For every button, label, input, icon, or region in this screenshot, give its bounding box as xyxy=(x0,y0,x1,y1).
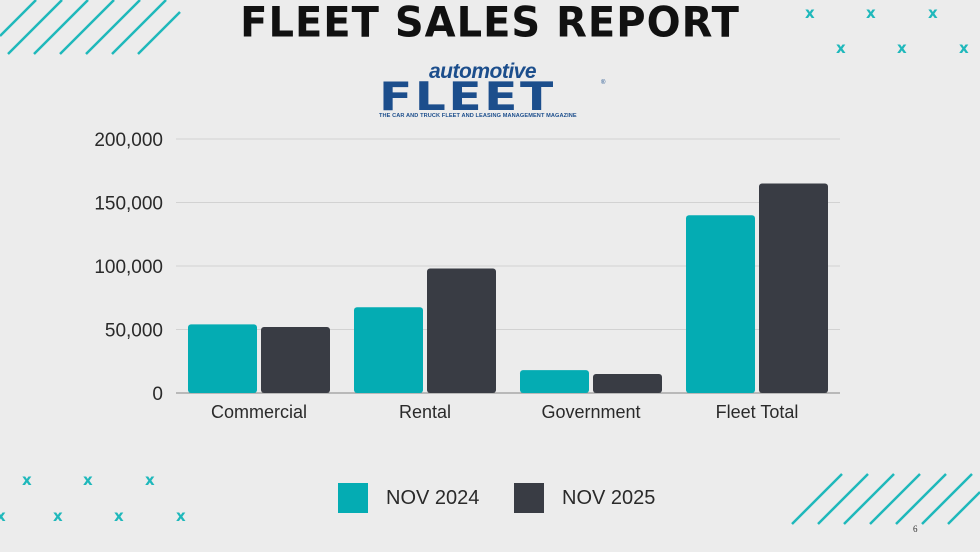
svg-text:x: x xyxy=(928,4,938,22)
x-marks-top-right-icon: x x x x x x xyxy=(805,4,969,57)
stripes-bottom-right-icon xyxy=(791,473,980,525)
y-tick-label: 50,000 xyxy=(105,321,163,342)
svg-text:x: x xyxy=(866,4,876,22)
logo-registered-mark: ® xyxy=(601,80,606,86)
bar xyxy=(427,268,496,393)
x-tick-label: Government xyxy=(541,402,640,422)
bar xyxy=(354,307,423,393)
bar xyxy=(188,324,257,393)
chart-legend: NOV 2024 NOV 2025 xyxy=(0,482,980,514)
svg-text:x: x xyxy=(114,507,124,525)
bar xyxy=(759,183,828,393)
svg-text:x: x xyxy=(959,39,969,57)
y-tick-label: 200,000 xyxy=(94,130,163,151)
svg-text:x: x xyxy=(805,4,815,22)
legend-swatch-nov-2024 xyxy=(338,483,368,513)
legend-item-nov-2025: NOV 2025 xyxy=(514,482,655,514)
legend-item-nov-2024: NOV 2024 xyxy=(338,482,479,514)
svg-text:x: x xyxy=(22,471,32,489)
bar xyxy=(686,215,755,393)
svg-text:x: x xyxy=(836,39,846,57)
svg-text:x: x xyxy=(0,507,6,525)
x-tick-label: Commercial xyxy=(211,402,307,422)
bar xyxy=(261,326,330,393)
svg-text:x: x xyxy=(83,471,93,489)
bar xyxy=(593,373,662,393)
svg-text:x: x xyxy=(897,39,907,57)
stripes-top-left-icon xyxy=(0,0,181,55)
svg-text:x: x xyxy=(53,507,63,525)
logo-subtitle: THE CAR AND TRUCK FLEET AND LEASING MANA… xyxy=(379,113,577,119)
svg-text:x: x xyxy=(145,471,155,489)
legend-label-nov-2025: NOV 2025 xyxy=(562,486,656,509)
logo-top-text: automotive xyxy=(429,60,537,83)
page-title: FLEET SALES REPORT xyxy=(240,0,740,48)
legend-swatch-nov-2025 xyxy=(514,483,544,513)
y-tick-label: 0 xyxy=(152,384,163,405)
svg-text:x: x xyxy=(176,507,186,525)
page-number: 6 xyxy=(913,524,918,534)
y-tick-label: 100,000 xyxy=(94,257,163,278)
x-tick-label: Fleet Total xyxy=(716,402,799,422)
x-tick-label: Rental xyxy=(399,402,451,422)
automotive-fleet-logo: automotive FLEET ® THE CAR AND TRUCK FLE… xyxy=(379,60,609,124)
y-tick-label: 150,000 xyxy=(94,194,163,215)
bar xyxy=(520,370,589,393)
logo-main-text: FLEET xyxy=(379,75,556,120)
legend-label-nov-2024: NOV 2024 xyxy=(386,486,480,509)
